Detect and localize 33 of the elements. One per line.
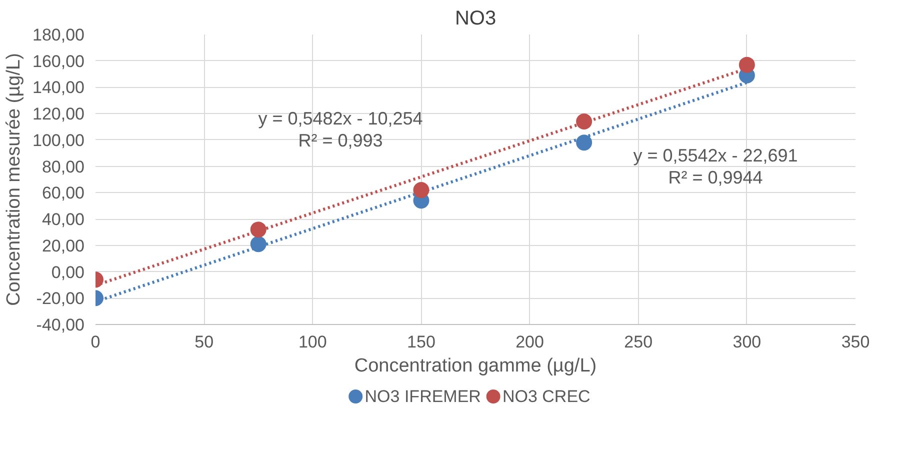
y-tick-label: -20,00 (36, 289, 84, 308)
x-tick-label: 100 (298, 332, 327, 352)
y-tick-label: 20,00 (42, 236, 85, 256)
point (250, 236, 266, 252)
y-axis-title: Concentration mesurée (µg/L) (4, 53, 25, 306)
y-tick-label: 80,00 (42, 157, 85, 176)
y-tick-label: 100,00 (32, 130, 85, 150)
x-tick-label: 200 (516, 332, 544, 352)
y-tick-label: 60,00 (42, 184, 85, 203)
y-tick-label: 180,00 (32, 26, 85, 44)
y-tick-label: 160,00 (32, 52, 85, 71)
y-tick-label: -40,00 (36, 316, 84, 334)
y-tick-label: 140,00 (32, 78, 85, 98)
x-tick-label: 150 (407, 332, 436, 352)
x-tick-label: 50 (194, 332, 214, 352)
annotation: y = 0,5482x - 10,254 R² = 0,993 (258, 108, 423, 150)
legend-label: NO3 IFREMER (364, 387, 481, 406)
y-tick-label: 0,00 (51, 262, 85, 282)
point (738, 56, 755, 73)
legend-label: NO3 CREC (502, 387, 590, 406)
annotation: y = 0,5542x - 22,691 R² = 0,9944 (633, 146, 798, 188)
x-axis-title: Concentration gamme (µg/L) (354, 356, 597, 376)
x-tick-label: 300 (732, 332, 762, 352)
point (576, 114, 592, 130)
point (576, 134, 592, 151)
y-tick-label: 120,00 (32, 104, 85, 124)
x-tick-label: 350 (841, 332, 870, 352)
point (413, 182, 430, 198)
y-tick-label: 40,00 (42, 210, 85, 230)
point (250, 222, 266, 238)
chart-title: NO3 (454, 8, 496, 30)
x-tick-label: 0 (90, 332, 100, 352)
x-tick-label: 250 (624, 332, 653, 352)
